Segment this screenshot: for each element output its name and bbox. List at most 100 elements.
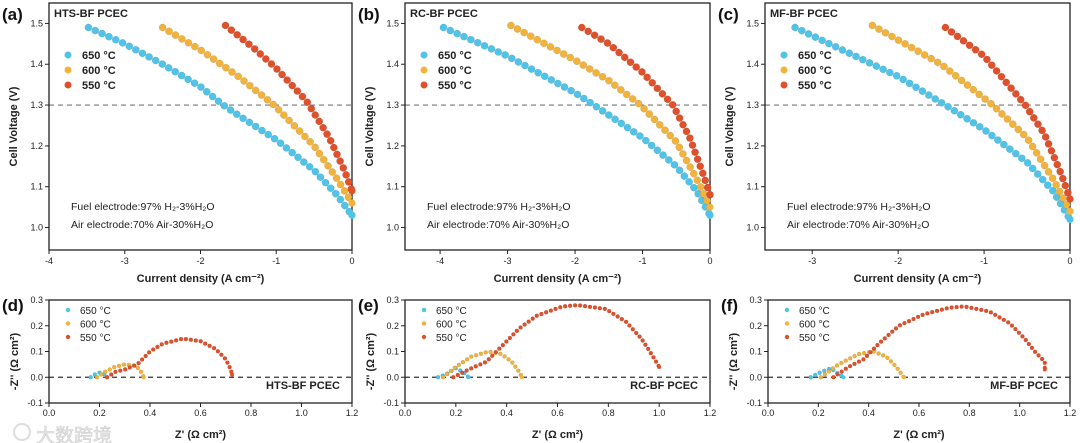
x-tick-label: 0.6 <box>194 408 207 418</box>
data-point <box>493 349 499 355</box>
data-point <box>886 68 894 77</box>
x-axis-title: Z' (Ω cm²) <box>893 429 944 441</box>
data-point <box>198 339 203 344</box>
y-tick-label: 1.0 <box>746 223 759 233</box>
data-point <box>1032 349 1038 355</box>
data-point <box>502 354 507 359</box>
data-point <box>1042 360 1048 366</box>
data-point <box>838 46 847 54</box>
data-point <box>975 90 984 99</box>
data-point <box>587 304 593 310</box>
data-point <box>138 369 144 375</box>
watermark-logo-icon <box>13 423 31 441</box>
data-point <box>577 23 586 32</box>
data-point <box>215 348 221 354</box>
legend-label-650: 650 °C <box>798 50 832 62</box>
data-point <box>839 360 844 366</box>
data-point <box>332 174 341 183</box>
y-tick-label: -0.1 <box>746 398 762 408</box>
data-point <box>1038 126 1046 135</box>
series-600 <box>440 349 524 380</box>
data-point <box>920 312 925 318</box>
data-point <box>690 183 698 192</box>
data-point <box>1050 153 1059 162</box>
data-point <box>451 375 456 380</box>
data-point <box>653 359 659 364</box>
data-point <box>1036 353 1041 358</box>
data-point <box>812 372 818 378</box>
data-point <box>510 360 515 365</box>
x-tick-label: 0.0 <box>399 408 412 418</box>
data-point <box>498 351 503 357</box>
data-point <box>298 92 307 101</box>
data-point <box>606 308 612 314</box>
y-tick-label: 0.1 <box>749 347 762 357</box>
data-point <box>340 201 349 210</box>
data-point <box>640 104 648 113</box>
data-point <box>911 316 916 322</box>
x-tick-label: 0.8 <box>963 408 976 418</box>
data-point <box>511 332 516 337</box>
data-point <box>118 39 127 47</box>
data-point <box>615 48 623 57</box>
x-tick-label: 0.8 <box>602 408 615 418</box>
data-point <box>1041 133 1050 141</box>
data-point <box>992 104 1001 113</box>
data-point <box>914 47 922 56</box>
data-point <box>1043 181 1052 190</box>
y-tick-label: 1.3 <box>386 100 399 110</box>
panel-b: -4 -3 -2 -1 0 1.0 1.1 1.2 1.3 1.4 1.5 Current densi… <box>358 2 714 285</box>
data-point <box>329 143 338 152</box>
data-point <box>585 65 594 73</box>
data-point <box>440 375 446 380</box>
data-point <box>630 326 636 332</box>
data-point <box>831 375 836 380</box>
data-point <box>222 356 228 361</box>
data-point <box>616 85 625 94</box>
data-point <box>497 346 502 351</box>
legend-label-650: 650 °C <box>438 50 472 62</box>
data-point <box>191 42 199 51</box>
data-point <box>105 32 113 41</box>
data-point <box>1056 167 1065 176</box>
data-point <box>898 370 903 376</box>
data-point <box>817 370 822 375</box>
legend-marker-600 <box>64 66 72 74</box>
y-tick-label: 1.1 <box>746 182 759 192</box>
x-tick-label: 1.2 <box>346 408 359 418</box>
data-point <box>592 305 598 310</box>
data-point <box>937 98 946 107</box>
data-point <box>227 364 232 370</box>
data-point <box>258 126 266 135</box>
data-point <box>547 76 556 84</box>
data-point <box>263 95 272 104</box>
data-point <box>1005 145 1014 153</box>
data-point <box>453 29 462 38</box>
data-point <box>526 32 535 41</box>
data-point <box>518 325 523 330</box>
data-point <box>944 306 949 311</box>
data-point <box>895 366 900 372</box>
data-point <box>315 149 324 158</box>
panel-title: HTS-BF PCEC <box>266 380 340 392</box>
data-point <box>1008 120 1017 129</box>
data-point <box>664 156 673 164</box>
data-point <box>856 359 862 364</box>
x-tick-label: -3 <box>121 256 129 266</box>
data-point <box>209 55 218 63</box>
panel-title: HTS-BF PCEC <box>54 8 128 20</box>
data-point <box>158 60 167 68</box>
data-point <box>239 35 247 44</box>
data-point <box>135 365 141 371</box>
data-point <box>84 23 93 32</box>
x-tick-label: 0.8 <box>245 408 258 418</box>
data-point <box>882 336 888 341</box>
y-tick-label: 1.5 <box>30 18 43 28</box>
data-point <box>675 143 684 152</box>
x-tick-label: 1.2 <box>1064 408 1077 418</box>
data-point <box>1048 174 1057 183</box>
data-point <box>262 55 270 63</box>
data-point <box>648 78 657 87</box>
data-point <box>987 61 996 70</box>
